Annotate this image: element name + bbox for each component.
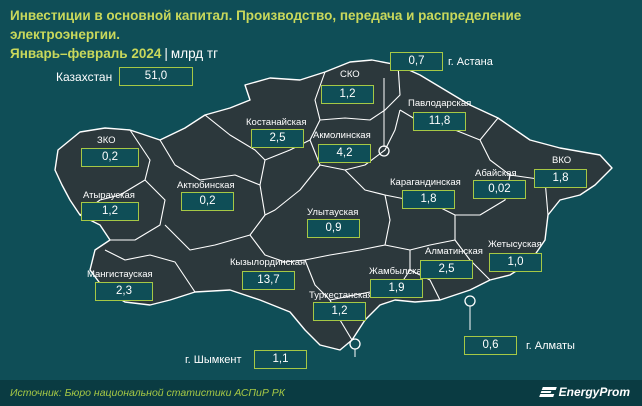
region-value-turkestan: 1,2	[313, 302, 366, 321]
region-label-zhetysu: Жетысуская	[488, 239, 542, 250]
region-label-ulytau: Улытауская	[307, 207, 359, 218]
region-label-zhambyl: Жамбылская	[369, 266, 427, 277]
region-label-pavlodar: Павлодарская	[408, 98, 472, 109]
country-total-value: 51,0	[119, 67, 193, 86]
region-label-atyrau: Атырауская	[83, 190, 135, 201]
region-value-aktobe: 0,2	[181, 192, 234, 211]
region-label-sko: СКО	[340, 69, 360, 80]
region-label-turkestan: Туркестанская	[309, 290, 373, 301]
region-label-mangistau: Мангистауская	[87, 269, 153, 280]
source-note: Источник: Бюро национальной статистики А…	[10, 387, 285, 399]
city-value-almaty: 0,6	[464, 336, 517, 355]
region-value-karaganda: 1,8	[402, 190, 455, 209]
astana-marker	[378, 145, 390, 157]
region-value-abai: 0,02	[473, 180, 526, 199]
footer-bar	[0, 380, 642, 406]
brand-logo: EnergyProm	[538, 384, 630, 400]
city-label-shymkent: г. Шымкент	[185, 354, 242, 366]
region-label-akmola: Акмолинская	[313, 130, 371, 141]
region-label-aktobe: Актюбинская	[177, 180, 235, 191]
region-value-vko: 1,8	[534, 169, 587, 188]
energyprom-logo-icon	[538, 387, 557, 397]
region-label-almaty-obl: Алматинская	[425, 246, 483, 257]
city-value-astana: 0,7	[390, 52, 443, 71]
region-label-abai: Абайская	[475, 168, 517, 179]
region-value-akmola: 4,2	[318, 144, 371, 163]
region-label-vko: ВКО	[552, 155, 572, 166]
city-label-astana: г. Астана	[448, 56, 493, 68]
region-value-zhambyl: 1,9	[370, 279, 423, 298]
page-title: Инвестиции в основной капитал. Производс…	[10, 6, 630, 63]
region-label-zko: ЗКО	[97, 135, 116, 146]
region-value-kyzylorda: 13,7	[242, 271, 295, 290]
title-unit: млрд тг	[170, 46, 219, 61]
title-line1: Инвестиции в основной капитал. Производс…	[10, 8, 522, 42]
city-value-shymkent: 1,1	[254, 350, 307, 369]
region-label-kyzylorda: Кызылординская	[230, 257, 306, 268]
region-borders	[79, 64, 549, 341]
region-value-kostanay: 2,5	[251, 129, 304, 148]
region-value-ulytau: 0,9	[307, 219, 360, 238]
region-value-sko: 1,2	[321, 85, 374, 104]
title-line2: Январь–февраль 2024	[10, 46, 162, 61]
title-separator: |	[164, 46, 168, 61]
region-value-zko: 0,2	[81, 148, 139, 167]
region-label-kostanay: Костанайская	[246, 117, 307, 128]
country-total-label: Казахстан	[56, 70, 113, 84]
shymkent-marker	[349, 338, 361, 350]
region-label-karaganda: Карагандинская	[390, 177, 461, 188]
region-value-almaty-obl: 2,5	[420, 260, 473, 279]
region-value-zhetysu: 1,0	[489, 253, 542, 272]
brand-name: EnergyProm	[558, 385, 630, 399]
city-label-almaty: г. Алматы	[526, 340, 575, 352]
region-value-atyrau: 1,2	[81, 202, 139, 221]
region-value-pavlodar: 11,8	[413, 112, 466, 131]
almaty-marker	[464, 295, 476, 307]
region-value-mangistau: 2,3	[95, 282, 153, 301]
